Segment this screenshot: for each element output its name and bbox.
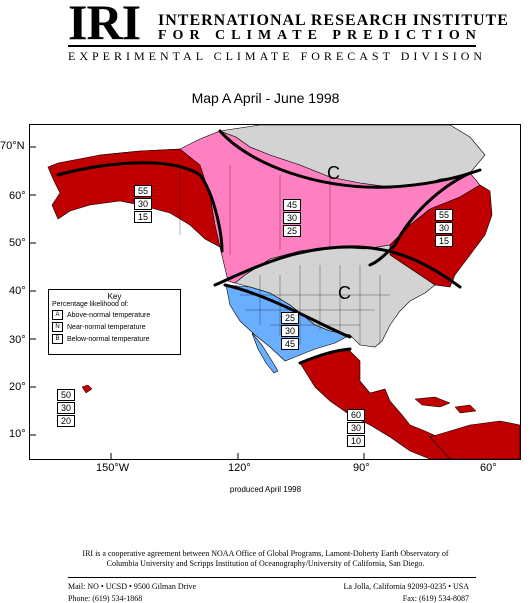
key-title: Key xyxy=(107,292,122,301)
key-label: Below-normal temperature xyxy=(67,335,150,343)
lat-label-10: 10° xyxy=(9,428,26,440)
lon-label-90: 90° xyxy=(353,462,370,474)
cooperative-statement-line2: Columbia University and Scripps Institut… xyxy=(106,559,425,568)
prob-near: 30 xyxy=(134,198,152,210)
prob-box-hawaii: 50 30 20 xyxy=(57,389,75,428)
region-above-south-america xyxy=(429,420,520,459)
region-hawaii xyxy=(81,384,93,394)
prob-near: 30 xyxy=(435,222,453,234)
key-label: Near-normal temperature xyxy=(67,323,146,331)
prob-below: 45 xyxy=(281,338,299,350)
prob-near: 30 xyxy=(283,212,301,224)
prob-below: 20 xyxy=(57,415,75,427)
lat-label-70: 70°N xyxy=(0,140,25,152)
prob-box-canada-west: 45 30 25 xyxy=(283,199,301,238)
prob-below: 15 xyxy=(435,235,453,247)
city-address: La Jolla, California 92093-0235 • USA xyxy=(343,582,469,591)
header-rule xyxy=(68,45,476,47)
key-row-above: A Above-normal temperature xyxy=(52,310,180,320)
lon-label-120: 120° xyxy=(228,462,251,474)
key-row-near: N Near-normal temperature xyxy=(52,322,180,332)
forecast-boundaries xyxy=(56,129,482,365)
prob-below: 25 xyxy=(283,225,301,237)
prob-above: 60 xyxy=(347,409,365,421)
map-key: Key Percentage likelihood of: A Above-no… xyxy=(48,289,181,355)
prob-box-southwest: 25 30 45 xyxy=(281,312,299,351)
lat-label-60: 60° xyxy=(9,190,26,202)
fax-number: Fax: (619) 534-8087 xyxy=(402,594,469,603)
produced-date: produced April 1998 xyxy=(229,485,302,494)
key-code: N xyxy=(52,322,63,332)
prob-box-central-america: 60 30 10 xyxy=(347,409,365,448)
region-caribbean-cuba xyxy=(414,396,451,408)
prob-above: 45 xyxy=(283,199,301,211)
prob-below: 15 xyxy=(134,211,152,223)
map-title: Map A April - June 1998 xyxy=(191,90,340,106)
prob-above: 25 xyxy=(281,312,299,324)
climatology-mark-north: C xyxy=(327,163,340,183)
political-boundaries xyxy=(179,165,390,345)
region-baja xyxy=(251,332,279,374)
lat-label-30: 30° xyxy=(9,334,26,346)
prob-box-canada-east: 55 30 15 xyxy=(435,209,453,248)
phone-number: Phone: (619) 534-1868 xyxy=(68,594,143,603)
key-subtitle: Percentage likelihood of: xyxy=(52,301,129,308)
institute-name-line1: INTERNATIONAL RESEARCH INSTITUTE xyxy=(158,12,509,29)
key-code: B xyxy=(52,334,63,344)
prob-above: 50 xyxy=(57,389,75,401)
prob-near: 30 xyxy=(347,422,365,434)
lat-label-50: 50° xyxy=(9,237,26,249)
prob-near: 30 xyxy=(281,325,299,337)
iri-logo: IRI xyxy=(68,0,141,50)
climatology-mark-central: C xyxy=(338,283,351,303)
cooperative-statement-line1: IRI is a cooperative agreement between N… xyxy=(82,549,449,558)
key-label: Above-normal temperature xyxy=(67,311,151,319)
key-row-below: B Below-normal temperature xyxy=(52,334,180,344)
prob-near: 30 xyxy=(57,402,75,414)
prob-above: 55 xyxy=(435,209,453,221)
prob-box-alaska: 55 30 15 xyxy=(134,185,152,224)
lon-label-150w: 150°W xyxy=(96,462,130,474)
footer-rule xyxy=(68,577,476,578)
lat-label-40: 40° xyxy=(9,285,26,297)
division-name: EXPERIMENTAL CLIMATE FORECAST DIVISION xyxy=(68,49,487,63)
prob-above: 55 xyxy=(134,185,152,197)
key-code: A xyxy=(52,310,63,320)
lat-label-20: 20° xyxy=(9,381,26,393)
prob-below: 10 xyxy=(347,435,365,447)
institute-name-line2: FOR CLIMATE PREDICTION xyxy=(158,28,482,43)
mail-address: Mail: NO • UCSD • 9500 Gilman Drive xyxy=(68,582,197,591)
lon-label-60: 60° xyxy=(480,462,497,474)
region-caribbean-hispaniola xyxy=(454,404,477,414)
